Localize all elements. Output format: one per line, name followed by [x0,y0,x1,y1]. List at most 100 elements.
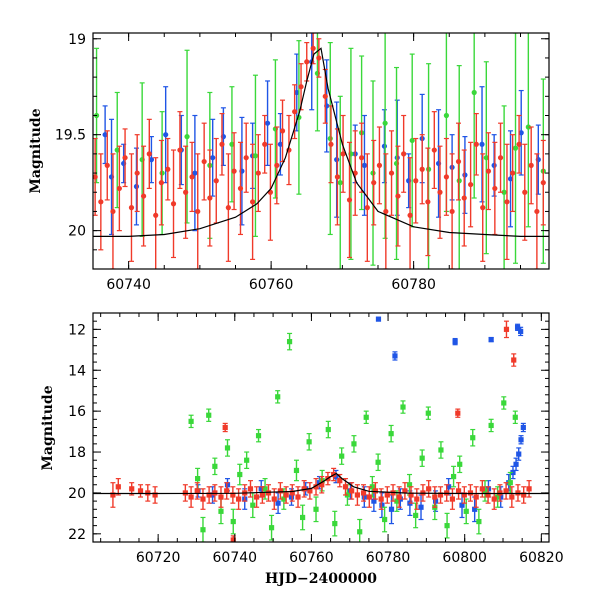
top-y-tick-label: 19.5 [55,128,86,144]
bottom-data-point [288,494,295,500]
bottom-axis-ticks: 60720 60740 60760 60780 60800 60820 12 14 16 18 20… [68,312,564,566]
top-data-point [231,168,237,174]
top-data-point [359,155,365,161]
top-data-point [219,141,225,147]
top-plot-frame [92,32,550,270]
bottom-data-point [319,482,325,488]
bottom-data-point [115,484,121,490]
bottom-data-point [425,410,431,416]
top-data-point [292,109,298,115]
top-data-point [501,189,507,195]
bottom-y-tick-label: 14 [68,363,86,379]
top-data-point [492,185,498,192]
bottom-data-point [200,527,206,533]
bottom-data-point [286,339,293,345]
bottom-data-point [337,478,343,484]
bottom-data-point [349,488,355,494]
bottom-data-point [498,494,504,500]
top-data-point [483,155,489,161]
top-data-point [334,157,340,163]
bottom-data-point [408,492,414,498]
bottom-data-point [518,437,524,443]
bottom-data-point [457,461,463,467]
top-data-point [371,180,377,186]
top-data-point [346,197,353,203]
top-data-point [277,141,283,147]
top-data-point [540,180,546,186]
top-data-point [401,151,407,157]
top-data-point [504,199,510,205]
bottom-data-point [510,469,516,476]
bottom-data-point [339,453,345,459]
bottom-data-point [230,537,236,542]
top-data-point [310,45,316,51]
top-data-point [370,170,376,176]
top-data-point [207,195,213,201]
bottom-data-point [501,400,507,406]
top-data-point [376,162,383,168]
bottom-data-point [511,357,517,363]
top-data-point [328,141,334,147]
bottom-data-point [188,418,194,424]
top-axis-ticks: 60740 60760 60780 19 19.5 20 [55,32,549,293]
bottom-data-point [509,494,515,500]
top-data-point [431,147,437,153]
bottom-y-tick-label: 18 [68,445,86,461]
bottom-data-point [342,484,349,490]
top-data-point [528,162,534,168]
bottom-data-point [313,484,319,490]
top-data-point [516,141,522,147]
bottom-data-point [488,422,494,429]
bottom-data-point [418,504,424,510]
top-data-point [189,174,195,180]
top-data-point [413,178,419,184]
top-y-tick-label: 19 [68,32,86,48]
top-data-point [134,170,140,176]
top-data-point [468,181,474,188]
top-panel: 60740 60760 60780 19 19.5 20 Magnitude [28,32,550,293]
top-data-point [510,170,516,176]
bottom-x-tick-label: 60720 [136,550,181,566]
top-data-point [461,195,467,201]
bottom-data-point [230,492,236,498]
top-data-point [201,158,207,165]
bottom-panel: 60720 60740 60760 60780 60800 60820 12 14 16 18 20… [40,312,564,587]
bottom-data-point [402,488,408,494]
bottom-data-point [503,488,509,494]
bottom-data-point [275,500,281,506]
top-data-point [213,178,219,184]
top-data-point [294,89,300,96]
top-x-tick-label: 60760 [249,277,294,293]
top-data-point [298,84,304,90]
top-data-point [252,153,259,159]
top-data-point [425,199,431,205]
bottom-data-point [473,494,479,500]
top-data-point [443,174,449,180]
bottom-data-point [255,433,262,439]
top-data-point [229,141,235,147]
top-data-point [340,151,346,157]
top-data-point [264,120,271,126]
bottom-data-point [258,486,264,492]
top-data-point [153,212,159,218]
top-data-point [133,183,140,190]
bottom-data-point [379,502,385,508]
top-data-point [522,189,528,195]
top-data-point [279,128,286,134]
bottom-data-point [476,518,482,525]
bottom-data-point [512,414,518,420]
bottom-data-point [375,459,381,465]
bottom-data-point [224,488,230,494]
top-data-point [148,157,155,163]
top-data-point [425,166,432,172]
bottom-data-point [382,516,388,523]
bottom-data-point [244,457,250,463]
top-data-point [316,55,322,61]
bottom-data-point [513,461,519,467]
bottom-data-point [378,496,384,502]
bottom-data-point [414,496,420,502]
bottom-data-point [129,486,135,492]
bottom-x-tick-label: 60740 [213,550,258,566]
bottom-data-point [388,506,395,512]
